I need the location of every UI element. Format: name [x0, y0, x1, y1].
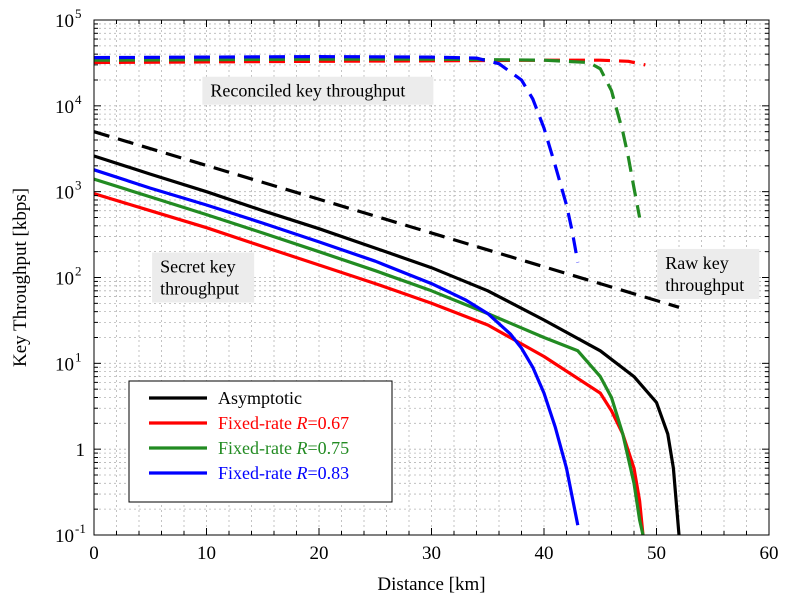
y-tick-label: 10: [55, 269, 74, 290]
legend-label-text: Fixed-rate: [218, 413, 296, 433]
x-tick-label: 60: [760, 543, 779, 564]
legend-label-value: =0.75: [307, 438, 349, 458]
legend-entry-label: Fixed-rate R=0.67: [218, 413, 349, 433]
annotation-text: Secret key: [160, 257, 235, 277]
y-tick-base: 10: [55, 269, 74, 290]
series-line-6: [93, 57, 642, 218]
y-tick-label: 10: [55, 183, 74, 204]
series-line-1: [93, 192, 645, 536]
x-tick-label: 50: [647, 543, 666, 564]
legend-label-var: R: [295, 463, 307, 483]
annotation-text: throughput: [665, 275, 744, 295]
grid: [94, 20, 769, 535]
y-tick-exponent: 2: [75, 264, 82, 279]
series-line-2: [93, 177, 645, 536]
annotation-box: [202, 76, 434, 105]
legend-entry-label: Fixed-rate R=0.83: [218, 463, 349, 483]
annotation-box: [152, 252, 255, 303]
plot-area: [93, 54, 681, 536]
y-tick-label: 10: [55, 526, 74, 547]
y-tick-exponent: 1: [75, 349, 82, 364]
x-axis-label: Distance [km]: [377, 574, 485, 595]
annotation-text: throughput: [160, 279, 239, 299]
legend-label-var: R: [295, 413, 307, 433]
y-tick-exponent: 3: [75, 178, 82, 193]
y-tick-label: 10: [55, 11, 74, 32]
x-tick-label: 0: [89, 543, 99, 564]
y-tick-exponent: 4: [75, 92, 82, 107]
legend-entry-label: Asymptotic: [218, 388, 302, 408]
annotation-text: Raw key: [665, 253, 728, 273]
series-line-3: [93, 168, 580, 526]
y-tick-label: 10: [55, 97, 74, 118]
y-tick-exponent: -1: [75, 521, 86, 536]
series-line-7: [93, 54, 580, 263]
y-tick-base: 1: [76, 440, 86, 461]
legend-entry-label: Fixed-rate R=0.75: [218, 438, 349, 458]
y-tick-base: 10: [55, 526, 74, 547]
x-tick-label: 20: [310, 543, 329, 564]
legend-box: [128, 380, 393, 503]
series-line-5: [93, 58, 646, 67]
legend-label-value: =0.83: [307, 463, 349, 483]
legend-label-text: Asymptotic: [218, 388, 302, 408]
y-axis-label: Key Throughput [kbps]: [10, 188, 31, 367]
y-tick-exponent: 5: [75, 6, 82, 21]
x-tick-label: 10: [197, 543, 216, 564]
y-tick-base: 10: [55, 97, 74, 118]
y-tick-label: 10: [55, 354, 74, 375]
series-line-0: [93, 154, 681, 536]
series-line-4: [93, 130, 680, 309]
legend-label-var: R: [295, 438, 307, 458]
y-tick-base: 10: [55, 354, 74, 375]
x-tick-label: 40: [535, 543, 554, 564]
legend-label-value: =0.67: [307, 413, 349, 433]
y-tick-label: 1: [76, 440, 86, 461]
legend-label-text: Fixed-rate: [218, 463, 296, 483]
annotation-text: Reconciled key throughput: [210, 81, 405, 101]
legend-label-text: Fixed-rate: [218, 438, 296, 458]
y-tick-base: 10: [55, 11, 74, 32]
annotation-box: [657, 248, 760, 299]
y-tick-base: 10: [55, 183, 74, 204]
x-tick-label: 30: [422, 543, 441, 564]
